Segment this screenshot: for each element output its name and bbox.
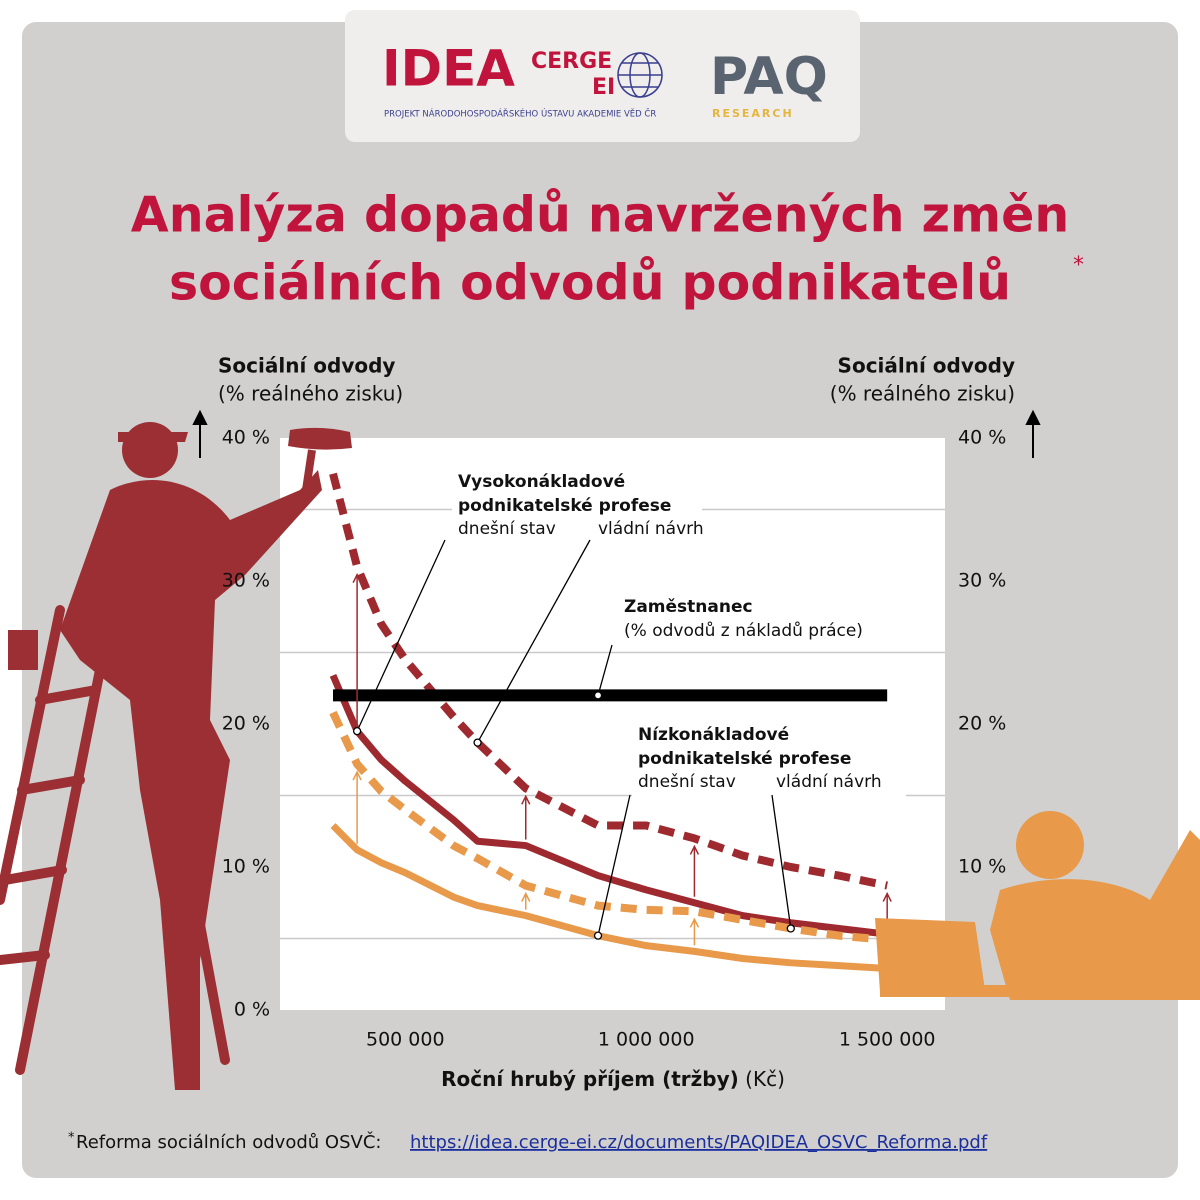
series-line	[329, 472, 888, 890]
annotation-label: (% odvodů z nákladů práce)	[624, 621, 863, 641]
y-axis-unit: (% reálného zisku)	[218, 382, 403, 406]
annotation-title: Zaměstnanec	[624, 597, 753, 617]
footnote-link[interactable]: https://idea.cerge-ei.cz/documents/PAQID…	[410, 1132, 988, 1153]
annotation-box	[452, 466, 702, 542]
y-axis-title: Sociální odvody	[218, 354, 395, 378]
leader-line	[597, 794, 631, 936]
arrow-head	[521, 891, 531, 902]
arrow-head	[352, 770, 362, 781]
chart-title: Analýza dopadů navržených změn	[131, 187, 1069, 244]
footnote-link-text[interactable]: https://idea.cerge-ei.cz/documents/PAQID…	[410, 1132, 988, 1153]
leaders	[352, 539, 795, 940]
y-tick-label: 30 %	[222, 570, 270, 592]
annotation-label: vládní návrh	[598, 519, 704, 539]
logo-research: RESEARCH	[712, 107, 794, 120]
logo-paq: PAQ	[710, 47, 828, 107]
annotation-label: vládní návrh	[776, 772, 882, 792]
footnote-text: Reforma sociálních odvodů OSVČ:	[76, 1131, 381, 1153]
x-tick-label: 500 000	[366, 1029, 445, 1051]
y-tick-label: 0 %	[234, 999, 270, 1021]
logo-ei: EI	[592, 75, 615, 100]
y2-tick-label: 40 %	[958, 427, 1006, 449]
logo-subtitle: PROJEKT NÁRODOHOSPODÁŘSKÉHO ÚSTAVU AKADE…	[384, 108, 656, 120]
y2-axis-title: Sociální odvody	[838, 354, 1015, 378]
x-axis-unit: (Kč)	[745, 1067, 785, 1091]
annotation-title: podnikatelské profese	[638, 749, 851, 769]
annotation-box	[632, 718, 906, 798]
footnote-marker: *	[68, 1131, 75, 1146]
annotation-title: Nízkonákladové	[638, 725, 789, 745]
logo-globe	[617, 52, 663, 98]
x-tick-label: 1 500 000	[839, 1029, 936, 1051]
laptop-illustration	[875, 811, 1200, 1000]
leader-dot	[352, 727, 362, 736]
leader-line	[771, 794, 792, 929]
arrow-head	[521, 794, 531, 805]
painter-illustration	[0, 422, 352, 1090]
annotation-label: dnešní stav	[638, 772, 736, 792]
chart-title: sociálních odvodů podnikatelů	[169, 255, 1011, 312]
axis-arrows	[192, 409, 1041, 458]
arrow-head	[352, 573, 362, 584]
series-line	[329, 710, 888, 944]
y-tick-label: 10 %	[222, 856, 270, 878]
y-tick-label: 40 %	[222, 427, 270, 449]
leader-line	[597, 644, 613, 696]
y2-tick-label: 10 %	[958, 856, 1006, 878]
annotation-title: Vysokonákladové	[458, 472, 625, 492]
arrow-head	[689, 844, 700, 855]
leader-dot	[786, 924, 795, 933]
annotation-label: dnešní stav	[458, 519, 556, 539]
leader-dot	[593, 691, 603, 700]
logo-idea: IDEA	[382, 40, 515, 98]
leader-dot	[593, 931, 603, 940]
x-axis-title: Roční hrubý příjem (tržby) (Kč)	[441, 1067, 785, 1091]
lines	[329, 472, 892, 973]
y2-axis-unit: (% reálného zisku)	[830, 382, 1015, 406]
leader-line	[356, 539, 446, 732]
leader-line	[477, 539, 591, 743]
x-axis-title-main: Roční hrubý příjem (tržby)	[441, 1067, 739, 1091]
arrow-head	[882, 891, 892, 902]
series-line	[329, 673, 888, 938]
y-tick-label: 20 %	[222, 713, 270, 735]
y2-tick-label: 30 %	[958, 570, 1006, 592]
arrow-head	[689, 917, 700, 928]
leader-dot	[473, 738, 482, 747]
y2-tick-label: 20 %	[958, 713, 1006, 735]
logo-cerge: CERGE	[531, 49, 612, 74]
x-tick-label: 1 000 000	[598, 1029, 695, 1051]
title-marker: *	[1073, 253, 1084, 278]
logo-box	[345, 10, 860, 142]
annotation-title: podnikatelské profese	[458, 496, 671, 516]
series-line	[330, 823, 888, 973]
